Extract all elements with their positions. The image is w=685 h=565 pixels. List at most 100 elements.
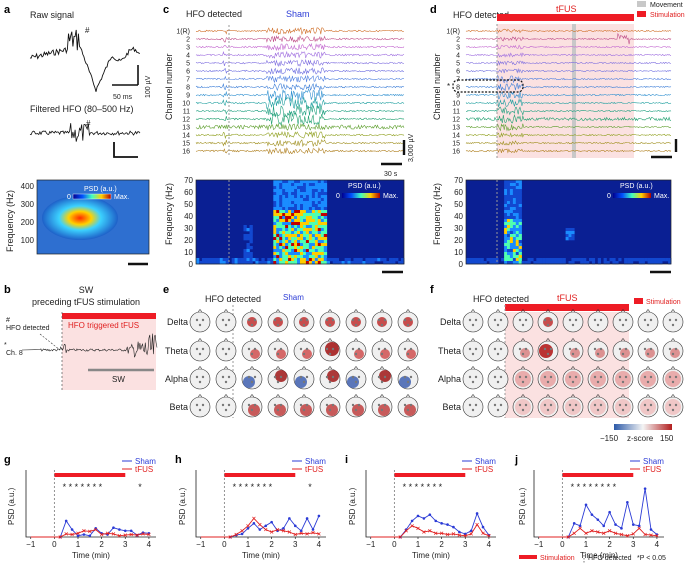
psd-min-a: 0 (67, 194, 71, 201)
stim-shading-d (497, 24, 634, 158)
data-point (288, 517, 291, 520)
stimulation-legend-swatch (637, 11, 646, 17)
channel-label: 1(R) (446, 29, 460, 36)
hfo-detected-label-b: HFO detected (6, 325, 50, 332)
data-point (264, 524, 268, 528)
topomap (612, 338, 634, 362)
data-point (82, 533, 86, 536)
topomap (189, 394, 211, 418)
data-point (620, 527, 623, 530)
data-point (451, 532, 456, 536)
data-point (240, 529, 244, 533)
legend-sig-label: *P < 0.05 (637, 555, 666, 562)
channel-label-b: Ch. 8 (6, 350, 23, 357)
data-point (123, 533, 128, 537)
ytick: 40 (454, 212, 463, 221)
xtick: 2 (439, 540, 444, 549)
stim-legend-swatch-f (634, 298, 643, 304)
data-point (463, 532, 467, 536)
data-point (428, 513, 432, 516)
significance-stars: * * * * * * * * (571, 482, 617, 492)
xtick: 4 (487, 540, 492, 549)
panel-letter: h (175, 454, 182, 466)
axes (25, 470, 156, 538)
xtick: 0 (52, 540, 57, 549)
topomap (512, 366, 534, 390)
channel-trace (195, 58, 405, 67)
channel-label: 6 (186, 69, 190, 76)
data-point (105, 531, 110, 536)
legend-stim-bar (519, 555, 537, 559)
topomap (612, 309, 634, 333)
data-point (607, 529, 612, 533)
ylabel: PSD (a.u.) (348, 487, 357, 525)
topomap (537, 338, 559, 362)
topomap (587, 366, 609, 390)
topomap (371, 338, 393, 362)
data-point (263, 527, 268, 532)
data-point (410, 524, 414, 528)
filtered-hfo-title: Filtered HFO (80–500 Hz) (30, 104, 134, 114)
data-point (572, 531, 576, 536)
band-label: Beta (442, 402, 461, 412)
freq-axis-label-c: Frequency (Hz) (164, 183, 174, 245)
zscore-label: z-score (627, 434, 654, 443)
data-point (88, 534, 92, 538)
panel-letter: i (345, 454, 348, 466)
data-point (578, 526, 582, 531)
band-label: Delta (167, 317, 188, 327)
data-point (625, 534, 630, 538)
topomap (345, 366, 367, 390)
legend-label: Sham (305, 457, 326, 466)
significance-stars: * * * * * * * (63, 482, 103, 492)
topomap (487, 338, 509, 362)
axes (533, 470, 664, 538)
data-point (458, 530, 461, 534)
channel-trace (465, 44, 672, 50)
data-point (637, 524, 641, 528)
data-point (433, 531, 438, 536)
channel-label: 11 (453, 109, 460, 116)
topomap (562, 309, 584, 333)
time-scale-label-c: 30 s (384, 171, 398, 178)
channel-label: 9 (186, 93, 190, 100)
legend-hfo-label: HFO detected (588, 555, 632, 562)
topomap (462, 338, 484, 362)
stim-legend-label-f: Stimulation (646, 299, 681, 306)
data-point (275, 527, 280, 532)
topomap (637, 338, 659, 362)
channel-trace (195, 35, 405, 43)
data-point (287, 530, 292, 534)
topomap (562, 394, 584, 418)
channel-label: 4 (186, 53, 190, 60)
stim-bar (224, 473, 296, 477)
highlight-box-d (452, 79, 524, 93)
ylabel: PSD (a.u.) (178, 487, 187, 525)
topomap (319, 394, 341, 418)
movement-legend-label: Movement (650, 2, 683, 9)
xlabel: Time (min) (72, 551, 110, 560)
series-line-Sham (538, 488, 658, 538)
data-point (117, 534, 122, 538)
series-line-Sham (200, 515, 320, 538)
topomap (637, 394, 659, 418)
xtick: 1 (246, 540, 251, 549)
legend-label: tFUS (305, 465, 323, 474)
ytick: 60 (454, 188, 463, 197)
data-point (410, 519, 414, 523)
band-label: Beta (169, 402, 188, 412)
ytick: 30 (184, 224, 193, 233)
xtick: 1 (76, 540, 81, 549)
topomap (662, 366, 684, 390)
topomap (215, 338, 237, 362)
topomap (293, 394, 315, 418)
data-point (637, 526, 641, 531)
panel-letter-a: a (4, 4, 11, 16)
data-point (475, 522, 479, 527)
channel-label: 14 (182, 133, 190, 140)
channel-trace (195, 50, 405, 59)
movement-legend-swatch (637, 1, 646, 7)
channel-label: 2 (186, 37, 190, 44)
channel-trace (465, 90, 672, 100)
panel-letter: g (4, 454, 11, 466)
